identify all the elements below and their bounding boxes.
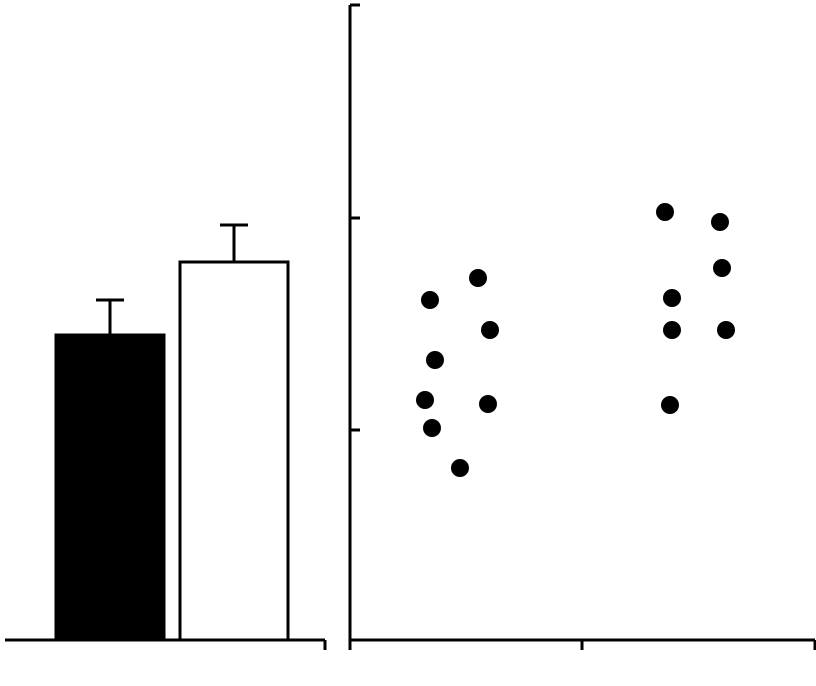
scatter-group-2-point-0 — [656, 203, 674, 221]
scatter-group-2-point-1 — [663, 289, 681, 307]
scatter-group-2-point-3 — [661, 396, 679, 414]
scatter-group-1-point-6 — [479, 395, 497, 413]
scatter-group-2-point-5 — [713, 259, 731, 277]
scatter-group-1-point-2 — [416, 391, 434, 409]
scatter-group-2-point-4 — [711, 213, 729, 231]
chart-canvas — [0, 0, 816, 686]
scatter-group-1-point-1 — [426, 351, 444, 369]
scatter-group-2-point-2 — [663, 321, 681, 339]
bar-white — [180, 262, 288, 640]
scatter-group-1-point-4 — [469, 269, 487, 287]
scatter-group-2-point-6 — [717, 321, 735, 339]
scatter-group-1-point-7 — [451, 459, 469, 477]
bar-black — [56, 335, 164, 640]
scatter-group-1-point-3 — [423, 419, 441, 437]
scatter-group-1-point-0 — [421, 291, 439, 309]
scatter-group-1-point-5 — [481, 321, 499, 339]
